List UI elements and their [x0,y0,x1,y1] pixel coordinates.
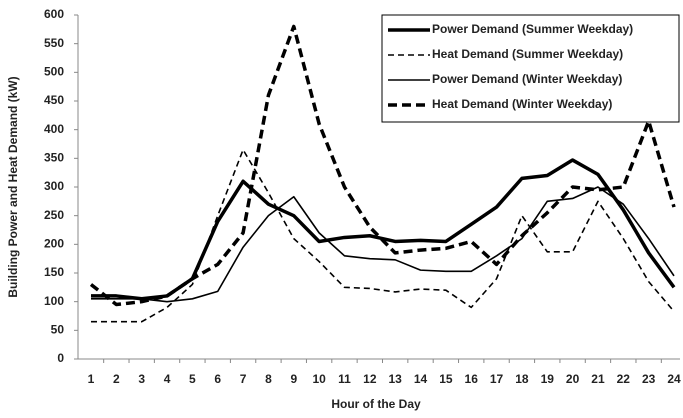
x-tick-label: 18 [515,372,529,386]
x-tick-label: 21 [591,372,605,386]
x-tick-label: 10 [312,372,326,386]
x-tick-label: 17 [490,372,504,386]
x-axis-label: Hour of the Day [331,397,421,411]
y-tick-label: 550 [44,36,64,50]
x-tick-label: 7 [240,372,247,386]
x-tick-label: 9 [290,372,297,386]
series-line [91,186,675,303]
y-tick-label: 450 [44,93,64,107]
x-tick-label: 12 [363,372,377,386]
y-tick-label: 250 [44,208,64,222]
legend-label: Power Demand (Summer Weekday) [432,22,633,36]
y-tick-label: 150 [44,265,64,279]
x-tick-label: 5 [189,372,196,386]
y-tick-label: 300 [44,179,64,193]
x-tick-label: 6 [214,372,221,386]
x-tick-label: 4 [164,372,171,386]
legend-label: Heat Demand (Summer Weekday) [432,47,623,61]
series-line [91,158,676,301]
x-tick-label: 20 [566,372,580,386]
legend-label: Power Demand (Winter Weekday) [432,72,622,86]
y-tick-label: 100 [44,294,64,308]
x-tick-label: 13 [388,372,402,386]
x-tick-label: 15 [439,372,453,386]
y-tick-label: 500 [44,65,64,79]
y-tick-label: 200 [44,237,64,251]
x-tick-label: 2 [113,372,120,386]
legend-box [381,14,680,123]
legend-label: Heat Demand (Winter Weekday) [432,97,612,111]
x-tick-label: 11 [338,372,351,386]
x-tick-label: 14 [414,372,428,386]
y-axis-label: Building Power and Heat Demand (kW) [6,76,20,297]
x-tick-label: 1 [88,372,95,386]
y-tick-label: 350 [44,151,64,165]
y-tick-label: 600 [44,7,64,21]
x-tick-label: 22 [617,372,631,386]
y-tick-label: 50 [51,323,65,337]
x-tick-label: 19 [541,372,555,386]
y-tick-label: 0 [57,351,64,365]
x-tick-label: 3 [138,372,145,386]
x-tick-label: 16 [465,372,479,386]
series-line [91,148,675,323]
x-tick-label: 24 [667,372,681,386]
x-tick-label: 23 [642,372,656,386]
series-line [89,24,676,307]
y-tick-label: 400 [44,122,64,136]
x-tick-label: 8 [265,372,272,386]
